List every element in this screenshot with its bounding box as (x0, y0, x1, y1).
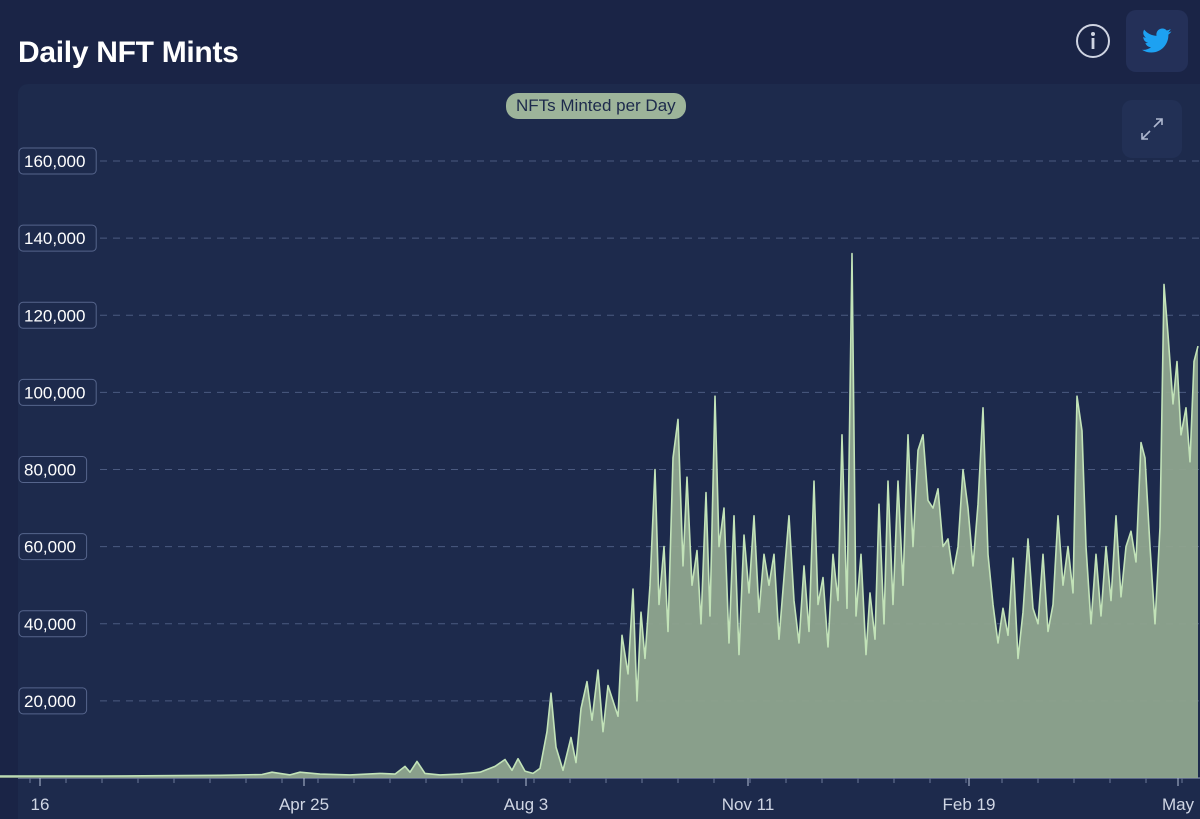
x-tick-label: 16 (31, 795, 50, 814)
twitter-share-button[interactable] (1126, 10, 1188, 72)
legend-item[interactable]: NFTs Minted per Day (506, 93, 686, 119)
y-tick-label: 160,000 (18, 147, 97, 175)
y-tick-label: 20,000 (18, 687, 88, 715)
page-title: Daily NFT Mints (18, 36, 239, 69)
y-tick-label: 100,000 (18, 378, 97, 406)
y-tick-label: 80,000 (18, 456, 88, 483)
y-tick-text: 80,000 (24, 461, 76, 480)
expand-icon (1141, 118, 1163, 140)
x-tick-label: Nov 11 (722, 795, 775, 814)
y-tick-text: 20,000 (24, 692, 76, 711)
twitter-icon (1142, 28, 1172, 53)
series-area (0, 253, 1198, 779)
y-tick-text: 60,000 (24, 538, 76, 557)
info-icon (1091, 32, 1095, 49)
y-tick-label: 140,000 (18, 224, 97, 252)
y-tick-label: 40,000 (18, 610, 88, 638)
y-tick-label: 60,000 (18, 533, 88, 561)
y-tick-text: 160,000 (24, 152, 85, 171)
y-tick-label: 120,000 (18, 301, 97, 329)
x-tick-label: Feb 19 (943, 795, 996, 814)
info-button[interactable] (1076, 24, 1110, 58)
y-tick-text: 140,000 (24, 229, 85, 248)
expand-button[interactable] (1122, 100, 1182, 158)
x-tick-label: Aug 3 (504, 795, 548, 814)
x-tick-label: Apr 25 (279, 795, 329, 814)
y-tick-text: 40,000 (24, 615, 76, 634)
y-tick-text: 100,000 (24, 383, 85, 402)
x-tick-label: May (1162, 795, 1195, 814)
series-line (0, 252, 1199, 777)
y-tick-text: 120,000 (24, 306, 85, 325)
